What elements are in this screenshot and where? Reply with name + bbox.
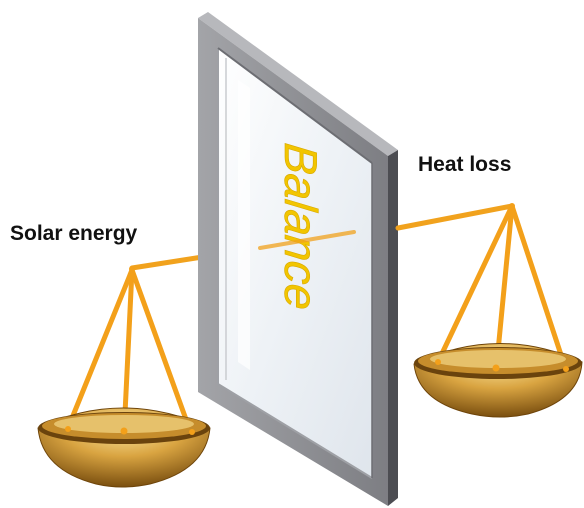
- window-label: Balance: [275, 141, 327, 313]
- beam-right: [395, 203, 515, 231]
- right-pan-icon: [413, 343, 583, 418]
- beam-center: [258, 230, 356, 250]
- left-pivot: [129, 266, 135, 272]
- right-pivot: [509, 203, 515, 209]
- heat-loss-label: Heat loss: [418, 153, 512, 176]
- left-pan-strings: [65, 267, 195, 439]
- solar-energy-label: Solar energy: [10, 222, 138, 245]
- window-pane-icon: [198, 12, 398, 506]
- left-pan-icon: [37, 407, 211, 488]
